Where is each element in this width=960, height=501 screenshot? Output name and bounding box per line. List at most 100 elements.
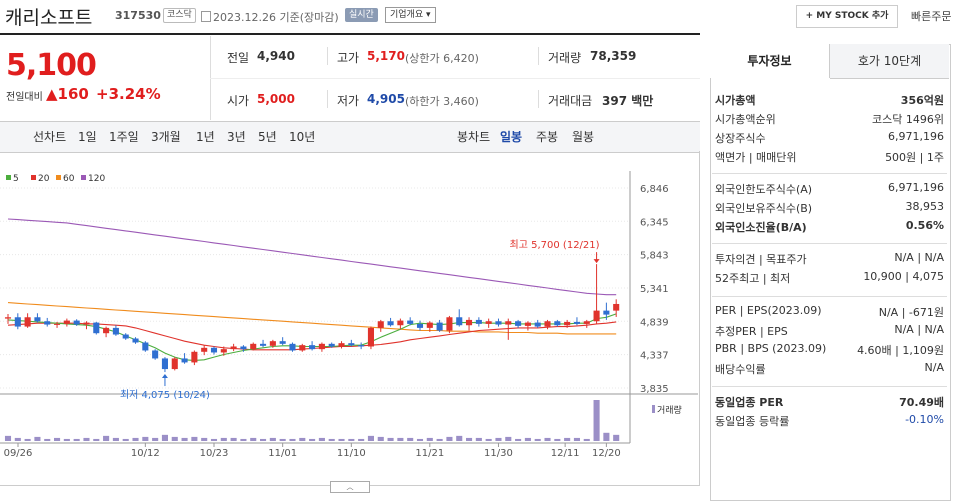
- line-chart-label: 선차트: [33, 130, 67, 144]
- volume-bar: [299, 437, 306, 441]
- volume-bar: [83, 437, 90, 441]
- candle-body: [171, 358, 178, 370]
- legend-label: 20: [38, 174, 50, 184]
- high-arrow-head: [593, 259, 600, 264]
- candle-body: [495, 321, 502, 325]
- y-tick-label: 3,835: [640, 384, 669, 395]
- candle-body: [377, 321, 384, 328]
- info-key: 외국인보유주식수(B): [715, 202, 813, 215]
- candle-body: [24, 317, 31, 327]
- info-value: 70.49배: [899, 396, 944, 409]
- volume-bar: [260, 438, 267, 441]
- volume-bar: [73, 438, 80, 441]
- tab-invest-info[interactable]: 투자정보: [710, 44, 830, 78]
- candle-body: [318, 343, 325, 350]
- sector-row: 동일업종 등락률 -0.10%: [715, 413, 944, 431]
- header-divider: [0, 33, 700, 35]
- candle-body: [367, 327, 374, 347]
- sector-row: 동일업종 PER 70.49배: [715, 394, 944, 412]
- period-3y[interactable]: 3년: [227, 130, 246, 144]
- high-value: 5,170: [367, 49, 405, 63]
- period-1d[interactable]: 1일: [78, 130, 97, 144]
- x-tick-label: 12/20: [592, 448, 621, 459]
- open-label: 시가: [227, 94, 250, 108]
- add-mystock-button[interactable]: + MY STOCK 추가: [796, 5, 898, 28]
- info-value: 38,953: [905, 200, 945, 213]
- x-tick-label: 11/30: [484, 448, 513, 459]
- info-key: 액면가 | 매매단위: [715, 151, 797, 164]
- volume-bar: [220, 437, 227, 441]
- volume-bar: [367, 435, 374, 441]
- info-key: 시가총액: [715, 94, 756, 107]
- volume-bar: [63, 438, 70, 441]
- info-key: 추정PER | EPS: [715, 325, 788, 338]
- candle-body: [132, 338, 139, 343]
- candle-body: [83, 322, 90, 325]
- candle-body: [201, 347, 208, 352]
- candle-body: [34, 317, 41, 322]
- volume-bar: [34, 436, 41, 441]
- x-tick-label: 11/21: [415, 448, 444, 459]
- volume-bar: [358, 438, 365, 441]
- panel-divider: [712, 296, 947, 297]
- candle-body: [103, 327, 110, 334]
- tab-weekly[interactable]: 주봉: [536, 130, 559, 144]
- valuation-row: 추정PER | EPS N/A | N/A: [715, 323, 944, 341]
- info-key: 배당수익률: [715, 363, 766, 376]
- info-key: PBR | BPS (2023.09): [715, 342, 827, 355]
- period-3m[interactable]: 3개월: [151, 130, 181, 144]
- company-overview-button[interactable]: 기업개요 ▾: [385, 7, 436, 23]
- info-value: 코스닥 1496위: [872, 113, 944, 126]
- volume-bar: [338, 438, 345, 441]
- volume-bar: [495, 437, 502, 441]
- candle-body: [54, 323, 61, 325]
- quick-order-link[interactable]: 빠른주문: [911, 10, 952, 23]
- change-percent: +3.24%: [96, 85, 161, 103]
- period-10y[interactable]: 10년: [289, 130, 316, 144]
- current-price: 5,100: [6, 48, 97, 83]
- volume-bar: [279, 438, 286, 441]
- tab-monthly[interactable]: 월봉: [572, 130, 595, 144]
- candle-body: [358, 345, 365, 347]
- info-value: 500원 | 1주: [885, 151, 944, 164]
- period-5y[interactable]: 5년: [258, 130, 277, 144]
- candle-body: [181, 358, 188, 363]
- info-key: 외국인소진율(B/A): [715, 221, 807, 234]
- low-label: 저가: [337, 94, 360, 108]
- candle-body: [583, 321, 590, 324]
- volume-bar: [142, 436, 149, 441]
- candle-body: [387, 321, 394, 326]
- period-1w[interactable]: 1주일: [109, 130, 139, 144]
- ma-line-120: [7, 218, 617, 296]
- volume-bar: [475, 437, 482, 441]
- tab-orderbook[interactable]: 호가 10단계: [830, 44, 949, 79]
- prev-close-value: 4,940: [257, 49, 295, 63]
- info-value: -0.10%: [905, 413, 944, 426]
- change-value: ▲160: [46, 85, 89, 103]
- high-label: 고가: [337, 51, 360, 65]
- volume-bar: [24, 438, 31, 441]
- x-tick-label: 11/10: [337, 448, 366, 459]
- info-value: N/A | N/A: [894, 251, 944, 264]
- market-cap-row: 시가총액순위 코스닥 1496위: [715, 111, 944, 129]
- period-1y[interactable]: 1년: [196, 130, 215, 144]
- y-tick-label: 4,337: [640, 351, 669, 362]
- upper-limit: (상한가 6,420): [405, 52, 479, 65]
- candle-body: [240, 346, 247, 350]
- chart-collapse-button[interactable]: ︿: [330, 481, 370, 493]
- quote-row-divider: [210, 78, 700, 79]
- realtime-button[interactable]: 실시간: [345, 8, 378, 22]
- info-value: 10,900 | 4,075: [863, 270, 944, 283]
- volume-bar: [250, 437, 257, 441]
- volume-bar: [152, 437, 159, 441]
- candle-body: [152, 350, 159, 359]
- volume-bar: [103, 435, 110, 441]
- candle-body: [112, 327, 119, 335]
- tab-daily[interactable]: 일봉: [500, 130, 523, 144]
- candle-body: [4, 317, 12, 319]
- candle-body: [407, 320, 414, 324]
- legend-swatch: [81, 175, 86, 180]
- change-label: 전일대비: [6, 92, 43, 103]
- volume-bar: [603, 432, 610, 441]
- legend-label: 60: [63, 174, 75, 184]
